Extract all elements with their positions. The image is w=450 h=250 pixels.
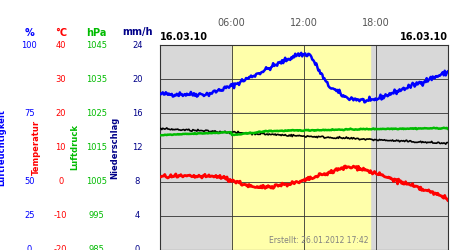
Text: 1005: 1005 [86,177,107,186]
Text: hPa: hPa [86,28,107,38]
Text: 18:00: 18:00 [362,18,390,28]
Text: Temperatur: Temperatur [32,120,40,175]
Text: 4: 4 [135,211,140,220]
Text: 16.03.10: 16.03.10 [160,32,208,42]
Text: 995: 995 [89,211,104,220]
Text: 0: 0 [27,246,32,250]
Text: 12: 12 [132,143,143,152]
Text: 40: 40 [55,40,66,50]
Text: 20: 20 [132,75,143,84]
Text: 75: 75 [24,109,35,118]
Text: 50: 50 [24,177,35,186]
Text: 30: 30 [55,75,66,84]
Text: 12:00: 12:00 [290,18,318,28]
Text: 20: 20 [55,109,66,118]
Text: 0: 0 [135,246,140,250]
Text: mm/h: mm/h [122,28,153,38]
Text: %: % [24,28,34,38]
Text: 16.03.10: 16.03.10 [400,32,448,42]
Text: 25: 25 [24,211,35,220]
Text: 0: 0 [58,177,63,186]
Text: 1025: 1025 [86,109,107,118]
Text: 06:00: 06:00 [218,18,246,28]
Text: 24: 24 [132,40,143,50]
Bar [232,45,370,250]
Text: 1045: 1045 [86,40,107,50]
Text: Luftfeuchtigkeit: Luftfeuchtigkeit [0,109,7,186]
Text: 8: 8 [135,177,140,186]
Text: Luftdruck: Luftdruck [70,124,79,170]
Text: 10: 10 [55,143,66,152]
Text: -20: -20 [54,246,68,250]
Text: °C: °C [55,28,67,38]
Text: 1015: 1015 [86,143,107,152]
Text: 100: 100 [22,40,37,50]
Text: 16: 16 [132,109,143,118]
Text: 1035: 1035 [86,75,107,84]
Text: Niederschlag: Niederschlag [110,116,119,178]
Text: 985: 985 [89,246,105,250]
Text: -10: -10 [54,211,68,220]
Text: Erstellt: 26.01.2012 17:42: Erstellt: 26.01.2012 17:42 [269,236,369,245]
